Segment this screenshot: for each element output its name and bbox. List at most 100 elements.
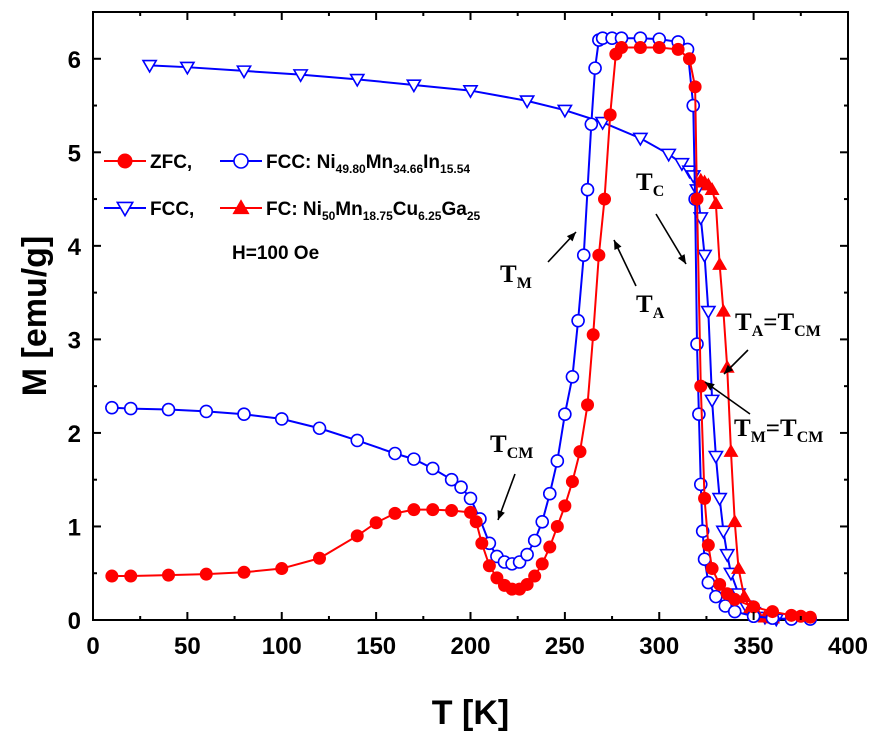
data-point [615,41,628,55]
data-point [520,577,534,591]
data-point [690,192,704,206]
legend-fcc-label: FCC, [150,199,194,220]
data-point [388,506,402,520]
data-point [558,499,572,513]
legend-fc-alloy2-label: FC: Ni50Mn18.75Cu6.25Ga25 [266,199,480,223]
data-point [694,379,708,393]
data-point [707,450,724,465]
data-point [292,69,309,83]
data-point [542,486,557,501]
data-point [695,524,710,538]
data-point [565,475,579,489]
data-point [704,394,721,409]
y-tick-label: 6 [68,47,81,74]
data-point [105,400,119,415]
data-point [709,589,723,604]
data-point [727,604,742,619]
arrow-t-m-head [566,232,576,242]
data-point [463,491,478,506]
data-point [237,565,251,579]
series-fcc-2 [141,59,785,628]
data-point [405,79,422,94]
y-tick-label: 0 [68,608,81,635]
annotation-t-cm: TCM [490,431,533,462]
data-point [682,52,696,66]
data-point [632,132,649,147]
data-point [543,540,557,554]
data-point [475,536,489,550]
data-point [527,533,542,548]
data-point [550,454,565,468]
data-point [105,569,119,583]
legend-marker [232,199,250,215]
data-point [349,73,366,88]
x-tick-label: 400 [828,633,868,660]
annotation-t-a: TA [636,291,665,322]
data-point [603,108,617,122]
legend-zfc-label: ZFC, [150,152,192,173]
data-point [701,575,716,590]
data-point [407,452,421,466]
legend-fcc-alloy1-label: FCC: Ni49.80Mn34.66In15.54 [266,152,470,176]
data-point [747,600,761,614]
data-point [766,605,779,619]
y-tick-label: 3 [68,327,81,354]
data-point [141,59,158,74]
data-point [660,148,677,163]
annotation-t-c: TC [636,169,664,200]
data-point [535,557,549,571]
data-point [482,559,496,573]
data-point [199,404,214,419]
legend-marker [117,153,133,169]
data-point [673,157,690,172]
data-point [686,98,701,113]
data-point [586,328,600,342]
data-point [571,313,585,328]
data-point [199,567,213,581]
x-tick-label: 50 [174,633,201,660]
data-point [594,116,611,131]
y-tick-label: 4 [68,234,82,261]
data-point [704,182,720,196]
data-point [350,433,365,448]
data-point [698,491,712,505]
data-point [312,421,327,436]
x-tick-label: 350 [734,633,774,660]
data-point [633,41,647,55]
plot-area [92,11,849,628]
data-point [701,538,715,552]
arrow-tm-tcm-head [705,382,715,391]
data-point [236,65,252,80]
data-point [388,446,402,461]
data-point [444,472,459,487]
legend: ZFC, FCC: Ni49.80Mn34.66In15.54 FCC, FC: Ni… [104,152,480,264]
data-point [520,547,534,562]
data-point [464,505,477,519]
data-point [123,401,138,416]
data-point [426,503,440,517]
data-point [700,305,717,320]
data-point [723,444,739,457]
data-point [179,61,196,76]
data-point [550,519,564,533]
x-axis-title: T [K] [432,694,509,731]
data-point [728,592,742,606]
legend-field-label: H=100 Oe [232,243,319,264]
arrow-ta-tcm-head [724,364,734,374]
y-tick-label: 2 [68,421,81,448]
data-point [598,192,612,206]
data-point [581,398,595,412]
y-axis-title: M [emu/g] [16,236,54,397]
legend-marker [115,201,135,218]
data-point [652,41,666,55]
data-point [576,248,591,262]
series-layer [105,31,818,628]
arrow-t-c-head [677,254,686,264]
data-point [519,95,536,110]
arrow-t-c [655,213,687,265]
arrow-t-cm-head [497,510,505,520]
axes-layer: 0 50 100 150 200 250 300 350 400 0 1 2 3 4 5 6 [68,11,868,660]
data-point [713,577,727,591]
x-tick-label: 300 [639,633,679,660]
data-point [161,402,176,417]
